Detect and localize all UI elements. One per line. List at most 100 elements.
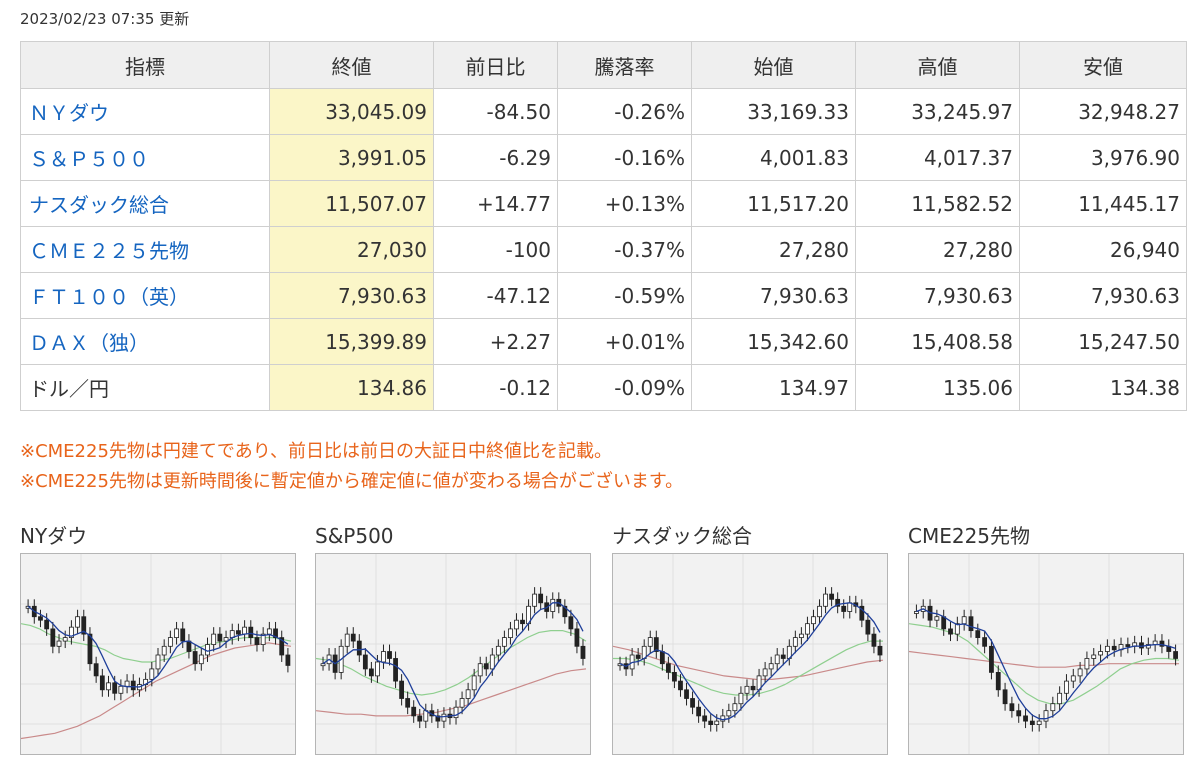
open-value: 134.97 xyxy=(691,364,856,411)
candle xyxy=(1139,642,1144,649)
rate-value: -0.59% xyxy=(557,272,692,319)
high-value: 135.06 xyxy=(855,364,1020,411)
footnote: ※CME225先物は円建てであり、前日比は前日の大証日中終値比を記載。 xyxy=(20,441,613,462)
chart-nydow[interactable] xyxy=(20,553,296,755)
low-value: 3,976.90 xyxy=(1019,134,1187,181)
candle xyxy=(871,633,877,647)
footnotes: ※CME225先物は円建てであり、前日比は前日の大証日中終値比を記載。 ※CME… xyxy=(20,437,683,497)
candle xyxy=(690,698,695,708)
high-value: 27,280 xyxy=(855,226,1020,273)
change-value: -100 xyxy=(433,226,558,273)
candle xyxy=(975,630,981,638)
chart-svg xyxy=(613,554,887,754)
header-rate: 騰落率 xyxy=(557,41,692,89)
candle xyxy=(798,633,804,639)
change-value: +14.77 xyxy=(433,180,558,227)
candle xyxy=(242,626,248,635)
candle xyxy=(435,715,441,722)
low-value: 11,445.17 xyxy=(1019,180,1187,227)
candle xyxy=(726,710,732,717)
rate-value: -0.09% xyxy=(557,364,692,411)
candle xyxy=(562,605,568,618)
chart-card-cme225: CME225先物 xyxy=(908,523,1188,755)
candle xyxy=(665,663,671,673)
candle xyxy=(393,658,398,682)
candle xyxy=(387,651,392,659)
last-updated: 2023/02/23 07:35 更新 xyxy=(20,10,190,28)
candle xyxy=(1145,644,1151,649)
row-name-cell: Ｓ＆Ｐ５００ xyxy=(20,134,270,181)
chart-card-sp500: S&P500 xyxy=(315,523,595,755)
index-link-nasdaq[interactable]: ナスダック総合 xyxy=(29,193,169,217)
close-value: 3,991.05 xyxy=(269,134,434,181)
candle xyxy=(750,685,756,691)
table-row: Ｓ＆Ｐ５００ 3,991.05 -6.29 -0.16% 4,001.83 4,… xyxy=(20,134,1187,181)
candle xyxy=(774,654,780,665)
candle xyxy=(948,628,953,635)
candle xyxy=(989,645,994,673)
candle xyxy=(1036,720,1042,725)
candle xyxy=(823,593,828,607)
candle xyxy=(441,713,447,722)
candle xyxy=(62,637,68,642)
mid-ma-line xyxy=(613,640,883,696)
index-link-dax[interactable]: ＤＡＸ（独） xyxy=(29,331,149,355)
chart-nasdaq[interactable] xyxy=(612,553,888,755)
candle xyxy=(167,637,173,647)
candle xyxy=(106,682,111,691)
candle xyxy=(768,663,774,670)
chart-sp500[interactable] xyxy=(315,553,591,755)
candle xyxy=(320,663,326,667)
candle xyxy=(155,654,161,670)
candle xyxy=(780,654,786,659)
candle xyxy=(124,680,130,687)
header-open: 始値 xyxy=(691,41,856,89)
candle xyxy=(453,706,459,719)
candle xyxy=(1104,645,1110,652)
candle xyxy=(961,616,967,625)
index-link-sp500[interactable]: Ｓ＆Ｐ５００ xyxy=(29,147,149,171)
candle xyxy=(941,616,947,630)
candle xyxy=(417,715,423,722)
low-value: 134.38 xyxy=(1019,364,1187,411)
high-value: 33,245.97 xyxy=(855,88,1020,135)
candle xyxy=(817,605,822,618)
candle xyxy=(477,663,483,677)
candle xyxy=(982,637,988,647)
chart-title: CME225先物 xyxy=(908,524,1031,548)
change-value: -47.12 xyxy=(433,272,558,319)
table-row: ＣＭＥ２２５先物 27,030 -100 -0.37% 27,280 27,28… xyxy=(20,226,1187,273)
chart-svg xyxy=(909,554,1183,754)
close-value: 11,507.07 xyxy=(269,180,434,227)
change-value: -84.50 xyxy=(433,88,558,135)
rate-value: +0.13% xyxy=(557,180,692,227)
candle xyxy=(859,605,865,621)
mid-ma-line xyxy=(316,629,587,696)
row-name-cell: ドル／円 xyxy=(20,364,270,411)
table-row: ドル／円 134.86 -0.12 -0.09% 134.97 135.06 1… xyxy=(20,364,1187,411)
candle xyxy=(211,633,217,645)
candle xyxy=(635,654,641,659)
candle xyxy=(38,616,43,621)
index-link-cme225[interactable]: ＣＭＥ２２５先物 xyxy=(29,239,189,263)
candle xyxy=(841,605,847,612)
candle xyxy=(254,637,260,645)
candle xyxy=(702,715,708,722)
long-ma-line xyxy=(613,645,884,681)
chart-card-nasdaq: ナスダック総合 xyxy=(612,523,892,755)
candle xyxy=(501,637,507,647)
index-link-ft100[interactable]: ＦＴ１００（英） xyxy=(29,285,189,309)
index-name-usdjpy: ドル／円 xyxy=(29,377,109,401)
candle xyxy=(1043,710,1049,722)
candle xyxy=(192,651,198,665)
header-high: 高値 xyxy=(855,41,1020,89)
candle xyxy=(273,628,278,639)
candle xyxy=(260,633,266,645)
footnote: ※CME225先物は更新時間後に暫定値から確定値に値が変わる場合がございます。 xyxy=(20,471,684,492)
candle xyxy=(744,685,750,694)
chart-cme225[interactable] xyxy=(908,553,1184,755)
candle xyxy=(532,593,538,607)
index-link-nydow[interactable]: ＮＹダウ xyxy=(29,101,109,125)
close-value: 33,045.09 xyxy=(269,88,434,135)
candle xyxy=(1159,640,1165,647)
